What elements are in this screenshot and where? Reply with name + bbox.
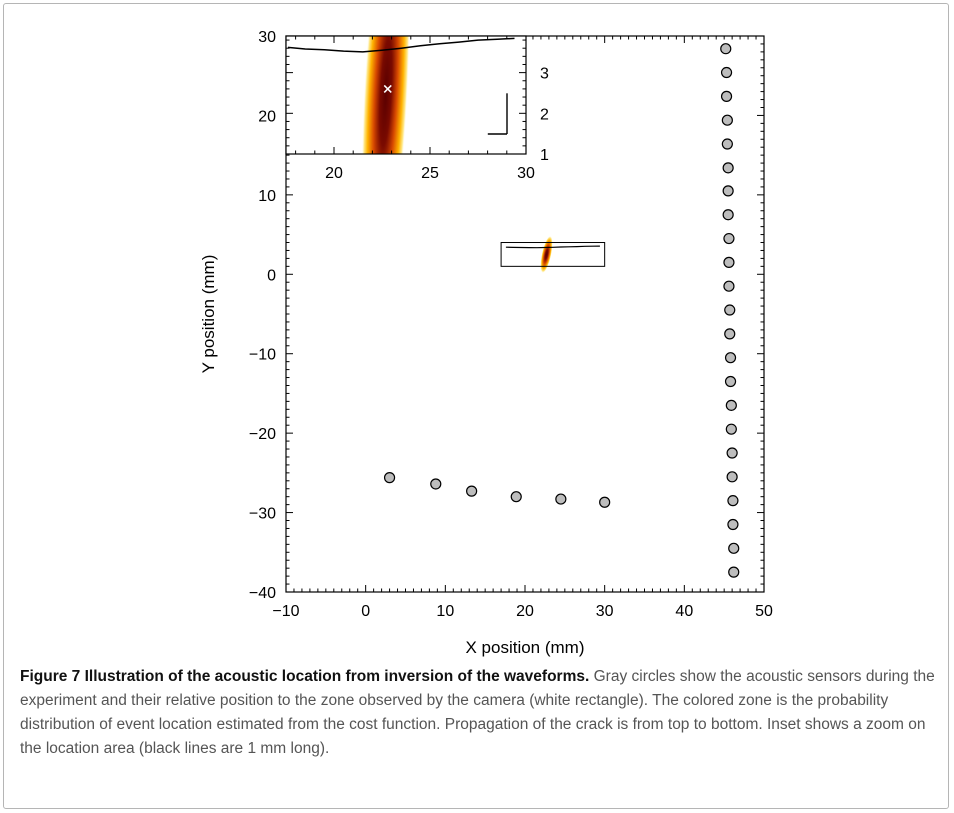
inset-x-tick-label: 30: [517, 165, 535, 182]
inset-x-tick-label: 25: [421, 165, 439, 182]
sensor-point: [724, 352, 737, 364]
y-tick-label: −40: [249, 585, 276, 602]
y-tick-label: 30: [258, 29, 276, 46]
sensor-markers: [383, 43, 740, 578]
sensor-point: [722, 209, 734, 221]
inset-y-tick-label: 3: [540, 66, 549, 83]
sensor-point: [721, 138, 733, 150]
sensor-point: [726, 471, 738, 483]
inset-x-tick-label: 20: [325, 165, 343, 182]
inset-y-tick-label: 2: [540, 106, 549, 123]
x-tick-label: 20: [516, 603, 534, 620]
sensor-point: [722, 185, 734, 197]
sensor-point: [723, 232, 735, 245]
sensor-point: [430, 478, 442, 490]
sensor-point: [724, 328, 736, 340]
y-axis-title: Y position (mm): [199, 255, 218, 374]
probability-heatmap: [540, 235, 553, 274]
sensor-point: [724, 375, 737, 388]
figure-frame: [3, 3, 949, 809]
sensor-point: [723, 256, 735, 268]
sensor-point: [727, 495, 739, 507]
camera-zone-rectangle: [500, 242, 606, 267]
y-tick-label: 10: [258, 188, 276, 205]
inset-y-tick-label: 1: [540, 147, 549, 164]
x-tick-label: 40: [675, 603, 693, 620]
sensor-point: [383, 472, 396, 484]
caption-text: Gray circles show the acoustic sensors d…: [20, 668, 935, 757]
inset-zoom: 20 25 30 1 2 3: [285, 35, 549, 182]
y-tick-label: 0: [267, 267, 276, 284]
figure-chart: −10 0 10 20 30 40 50 −40 −30 −20 −10 0 10 20 30 X posi…: [199, 29, 773, 657]
marker-stroke: [383, 84, 392, 93]
figure-caption: Figure 7 Illustration of the acoustic lo…: [20, 665, 935, 761]
sensor-point: [722, 162, 734, 174]
sensor-point: [720, 66, 733, 79]
inset-tick-labels: 20 25 30 1 2 3: [325, 66, 549, 182]
sensor-point: [721, 114, 733, 126]
x-tick-label: 30: [596, 603, 614, 620]
sensor-point: [723, 280, 735, 292]
sensor-point: [728, 566, 740, 578]
sensor-point: [510, 491, 522, 503]
inset-crack-trace: [287, 37, 515, 53]
sensor-point: [727, 518, 739, 531]
inset-frame: [285, 35, 527, 155]
x-tick-label: 50: [755, 603, 773, 620]
inset-axis-ticks: [286, 36, 527, 155]
sensor-point: [725, 423, 737, 435]
sensor-point: [724, 304, 736, 316]
sensor-point: [728, 542, 740, 554]
sensor-point: [599, 496, 611, 508]
x-tick-label: 10: [436, 603, 454, 620]
sensor-point: [555, 493, 567, 505]
inset-probability-heatmap: [361, 36, 411, 154]
sensor-point: [720, 43, 732, 55]
y-tick-label: 20: [258, 108, 276, 125]
y-tick-label: −20: [249, 426, 276, 443]
y-tick-label: −10: [249, 347, 276, 364]
y-tick-label: −30: [249, 506, 276, 523]
sensor-point: [726, 447, 738, 459]
x-tick-label: 0: [361, 603, 370, 620]
x-tick-label: −10: [272, 603, 299, 620]
sensor-point: [466, 485, 478, 497]
sensor-point: [720, 90, 733, 102]
crack-trace: [505, 245, 600, 249]
best-location-marker: [383, 84, 392, 93]
scale-bar: [487, 93, 508, 135]
sensor-point: [725, 399, 737, 411]
caption-lead: Figure 7 Illustration of the acoustic lo…: [20, 668, 590, 685]
main-tick-labels: −10 0 10 20 30 40 50 −40 −30 −20 −10 0 10 20 30: [249, 29, 773, 620]
x-axis-title: X position (mm): [465, 638, 584, 657]
